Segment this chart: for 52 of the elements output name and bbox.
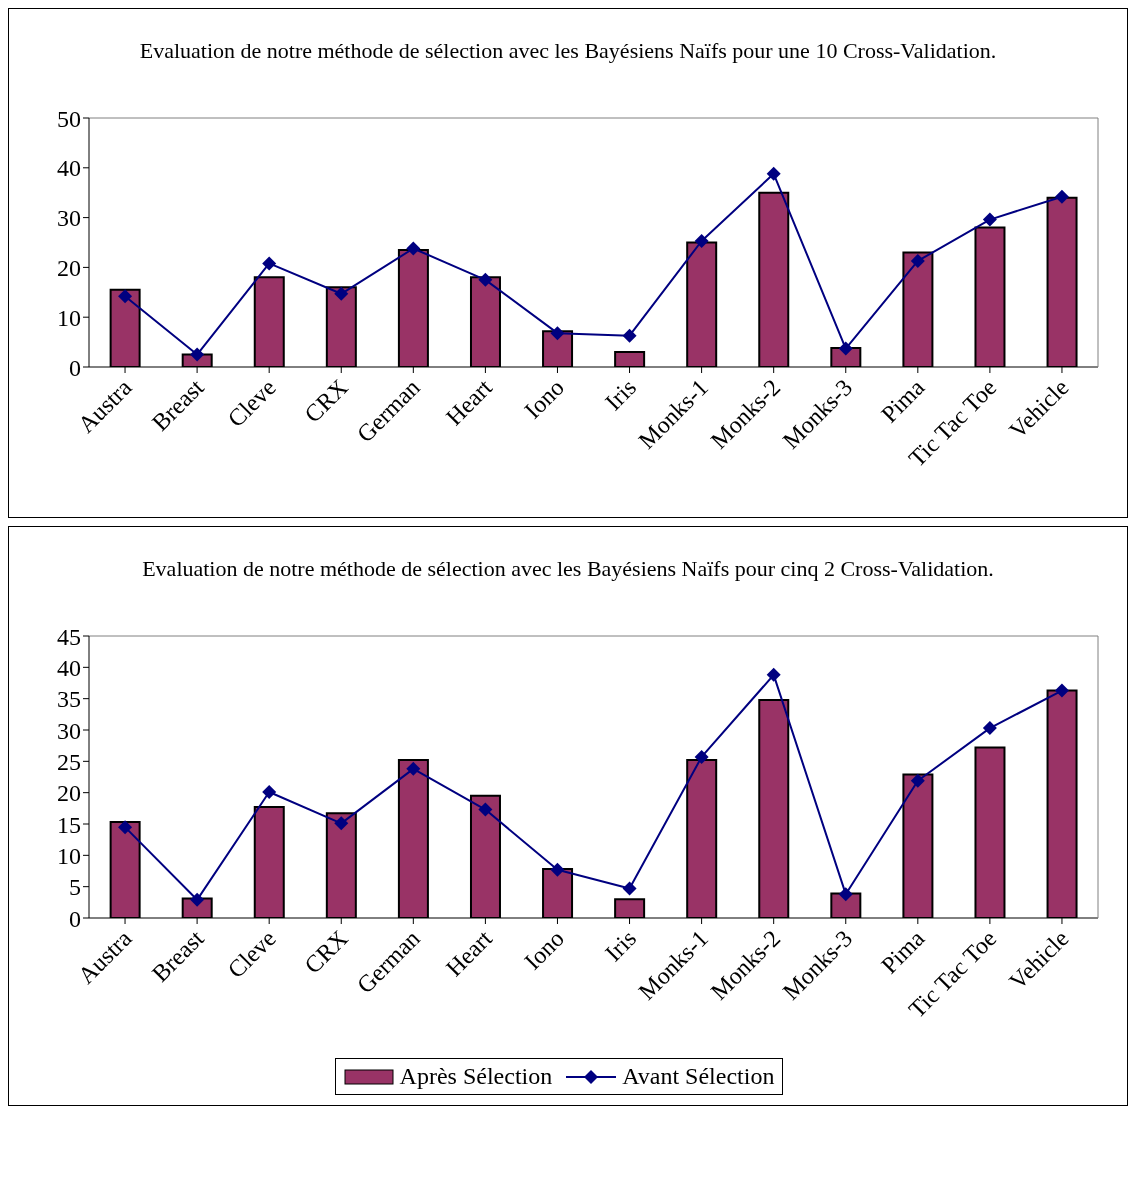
point [118, 820, 133, 835]
y-tick-label: 45 [57, 623, 81, 650]
point [910, 773, 925, 788]
point [694, 749, 709, 764]
legend-label: Après Sélection [399, 1063, 553, 1090]
point [1054, 683, 1069, 698]
y-tick-label: 25 [57, 748, 81, 775]
point [982, 721, 997, 736]
point [766, 667, 781, 682]
legend-label: Avant Sélection [622, 1063, 775, 1090]
y-tick-label: 35 [57, 686, 81, 713]
y-tick-label: 0 [69, 354, 81, 381]
point [550, 862, 565, 877]
point [478, 802, 493, 817]
y-tick-label: 0 [69, 905, 81, 932]
y-tick-label: 10 [57, 842, 81, 869]
point [694, 234, 709, 249]
point [910, 253, 925, 268]
point [478, 272, 493, 287]
point [1054, 189, 1069, 204]
y-tick-label: 40 [57, 654, 81, 681]
point [622, 881, 637, 896]
point [982, 212, 997, 227]
y-tick-label: 15 [57, 811, 81, 838]
point [838, 887, 853, 902]
y-tick-label: 20 [57, 254, 81, 281]
point [262, 785, 277, 800]
point [334, 816, 349, 831]
x-tick-label: Iris [600, 925, 642, 967]
point [190, 347, 205, 362]
point [406, 761, 421, 776]
chart-title: Evaluation de notre méthode de sélection avec les Bayésiens Naïfs pour cinq 2 Cross-Validation. [141, 555, 995, 583]
x-tick-label: Iris [600, 374, 642, 416]
point [118, 289, 133, 304]
x-tick-label: Iono [519, 925, 569, 975]
point [262, 256, 277, 271]
y-tick-label: 40 [57, 155, 81, 182]
y-tick-label: 30 [57, 205, 81, 232]
point [838, 341, 853, 356]
point [622, 328, 637, 343]
y-tick-label: 5 [69, 874, 81, 901]
point [406, 241, 421, 256]
point [190, 892, 205, 907]
x-tick-label: Iono [519, 374, 569, 424]
point [766, 166, 781, 181]
point [334, 286, 349, 301]
chart-title: Evaluation de notre méthode de sélection avec les Bayésiens Naïfs pour une 10 Cross-Validation. [138, 37, 998, 65]
y-tick-label: 20 [57, 780, 81, 807]
y-tick-label: 50 [57, 105, 81, 132]
y-tick-label: 10 [57, 304, 81, 331]
point [550, 326, 565, 341]
y-tick-label: 30 [57, 717, 81, 744]
